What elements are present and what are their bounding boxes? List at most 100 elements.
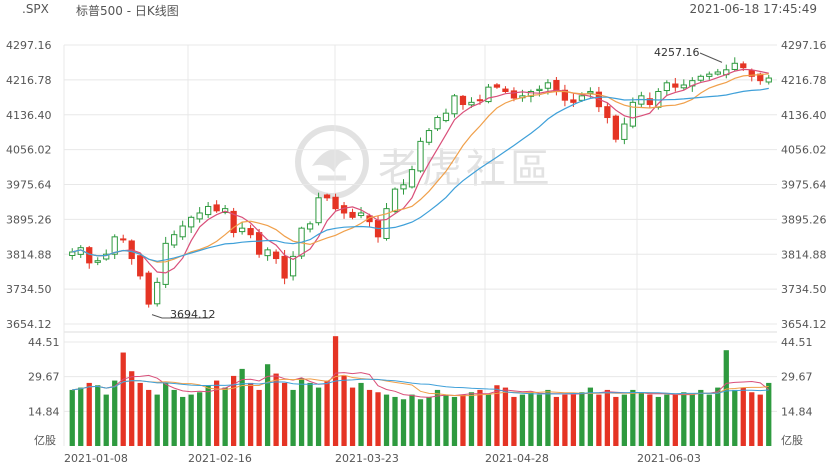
candle-body [306,223,314,230]
candle-body [587,90,594,94]
volume-bar [570,394,577,446]
volume-bar [655,396,661,446]
candle-body [706,73,713,77]
price-tick-label: 4216.78 [6,74,52,87]
volume-bar [485,394,492,446]
candle-body [748,69,755,77]
price-tick-label: 4136.40 [6,109,52,122]
candle-body [289,255,297,277]
volume-moving-averages [72,372,770,398]
volume-bar [129,371,135,446]
candle-body [120,238,127,241]
candle-body [629,101,636,127]
volume-bar [222,387,228,446]
volume-bar [689,394,695,446]
chart-title: 标普500 - 日K线图 [76,4,179,18]
volume-bar [112,380,118,446]
price-tick-label: 3734.50 [6,283,52,296]
high-annotation-label: 4257.16 [654,46,700,59]
candles [69,57,772,308]
volume-bar [332,336,339,446]
volume-bar [468,392,475,446]
volume-bar [553,396,560,446]
candle-body [332,196,339,210]
candle-body [154,281,161,305]
candle-body [459,95,467,106]
candle-body [383,208,390,239]
volume-tick-label: 29.67 [781,371,813,384]
volume-bar [154,394,160,446]
volume-bar [281,382,288,446]
volume-bar [315,387,322,446]
volume-bar [630,389,636,446]
volume-bar [256,389,262,446]
candle-body [205,205,212,216]
volume-bar [596,394,602,446]
volume-bar [392,396,398,446]
volume-bar [409,394,415,446]
candle-body [663,82,670,92]
volume-bar [579,392,585,446]
low-annotation-line [151,314,210,319]
volume-bar [417,399,424,446]
candle-body [272,251,280,260]
volume-bar [366,389,373,446]
volume-ma-5 [72,372,770,398]
candle-body [536,88,543,92]
volume-bar [188,394,194,446]
volume-bar [400,399,407,446]
volume-bar [137,382,143,446]
volume-bar [460,394,466,446]
volume-bar [358,382,364,446]
volume-axis-left: 44.51 29.67 14.84 亿股 [28,336,60,447]
volume-bar [502,387,509,446]
volume-bar [197,392,203,446]
candle-body [434,117,441,130]
volume-bar [613,396,619,446]
candle-body [357,212,365,217]
volume-unit-label: 亿股 [34,434,56,447]
candle-body [315,197,322,224]
candle-body [672,83,679,88]
price-tick-label: 3975.64 [6,179,52,192]
volume-bar [604,389,611,446]
volume-bar [749,392,755,446]
high-annotation-line [699,52,723,63]
volume-bar [247,382,254,446]
volume-bar [120,352,126,446]
candle-body [86,247,93,264]
candle-body [544,82,552,89]
price-tick-label: 3895.26 [781,213,827,226]
volume-unit-label: 亿股 [781,434,803,447]
volume-bar [86,382,92,446]
volume-bar [95,385,101,446]
candle-body [680,84,687,89]
volume-bar [146,389,152,446]
volume-tick-label: 14.84 [28,405,60,418]
candle-body [570,99,577,103]
price-tick-label: 4216.78 [781,74,827,87]
volume-bar [638,392,644,446]
candle-body [476,99,484,102]
price-ma-5 [72,68,769,274]
volume-axis-right: 44.51 29.67 14.84 亿股 [781,336,813,447]
candle-body [425,130,433,143]
volume-bar [307,382,313,446]
price-axis-right: 4297.16 4216.78 4136.40 4056.02 3975.64 3895.… [781,39,827,331]
volume-bar [205,385,211,446]
volume-bar [757,394,763,446]
price-tick-label: 3654.12 [781,318,827,331]
volume-bar [647,394,653,446]
candle-body [238,227,246,233]
volume-bar [290,389,296,446]
candle-body [196,212,203,220]
low-annotation-label: 3694.12 [170,308,216,321]
volume-tick-label: 44.51 [28,336,60,349]
tiger-logo-icon [295,125,369,199]
candle-body [145,272,152,305]
candle-body [604,106,611,119]
price-tick-label: 4136.40 [781,109,827,122]
candle-body [485,86,492,103]
symbol-label: .SPX [22,2,49,16]
volume-bar [664,394,670,446]
